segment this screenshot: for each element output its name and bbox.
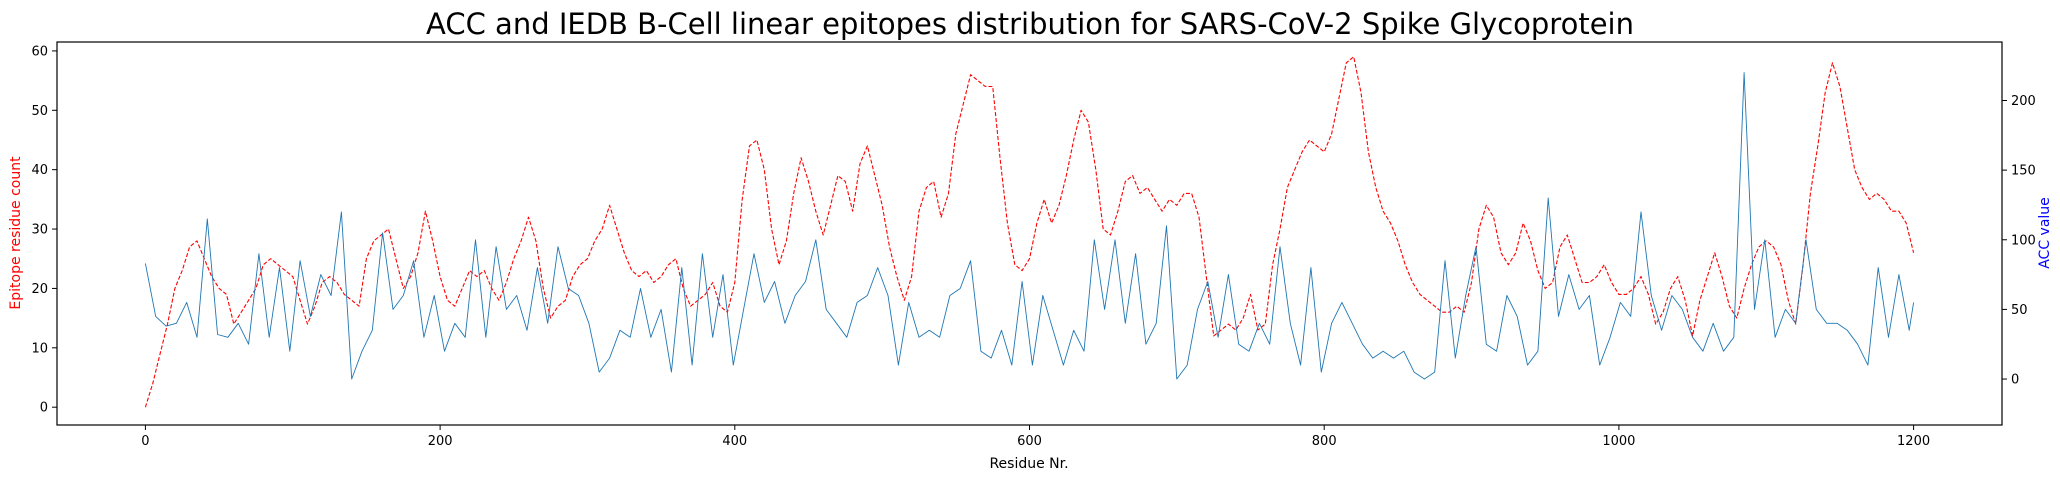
axes-layer: 0 200 400 600 800 1000 12000102030405060050100…	[31, 44, 2035, 449]
x-tick-label: 600	[1017, 434, 1042, 449]
y-left-tick-label: 0	[40, 401, 48, 416]
y-right-tick-label: 150	[2011, 164, 2036, 179]
x-tick-label: 0	[141, 434, 149, 449]
epitope-series-line	[144, 56, 1915, 408]
y-right-tick-label: 0	[2011, 373, 2019, 388]
x-tick-label: 1000	[1602, 434, 1635, 449]
x-axis-label: Residue Nr.	[989, 456, 1068, 472]
y-left-tick-label: 20	[31, 282, 48, 297]
plot-frame	[56, 41, 2003, 426]
x-tick-label: 1200	[1897, 434, 1930, 449]
x-tick-label: 800	[1312, 434, 1337, 449]
y-axis-right-label: ACC value	[2037, 197, 2053, 269]
y-right-tick-label: 200	[2011, 94, 2036, 109]
x-tick-label: 400	[722, 434, 747, 449]
y-right-tick-label: 50	[2011, 303, 2028, 318]
y-axis-left-label: Epitope residue count	[8, 156, 24, 310]
y-left-tick-label: 50	[31, 104, 48, 119]
y-right-tick-label: 100	[2011, 233, 2036, 248]
x-tick-label: 200	[428, 434, 453, 449]
y-left-tick-label: 60	[31, 44, 48, 59]
y-left-tick-label: 40	[31, 163, 48, 178]
y-left-tick-label: 30	[31, 223, 48, 238]
chart-title: ACC and IEDB B-Cell linear epitopes dist…	[426, 7, 1634, 41]
y-left-tick-label: 10	[31, 341, 48, 356]
acc-series-line	[144, 72, 1915, 380]
series-layer	[144, 56, 1915, 408]
